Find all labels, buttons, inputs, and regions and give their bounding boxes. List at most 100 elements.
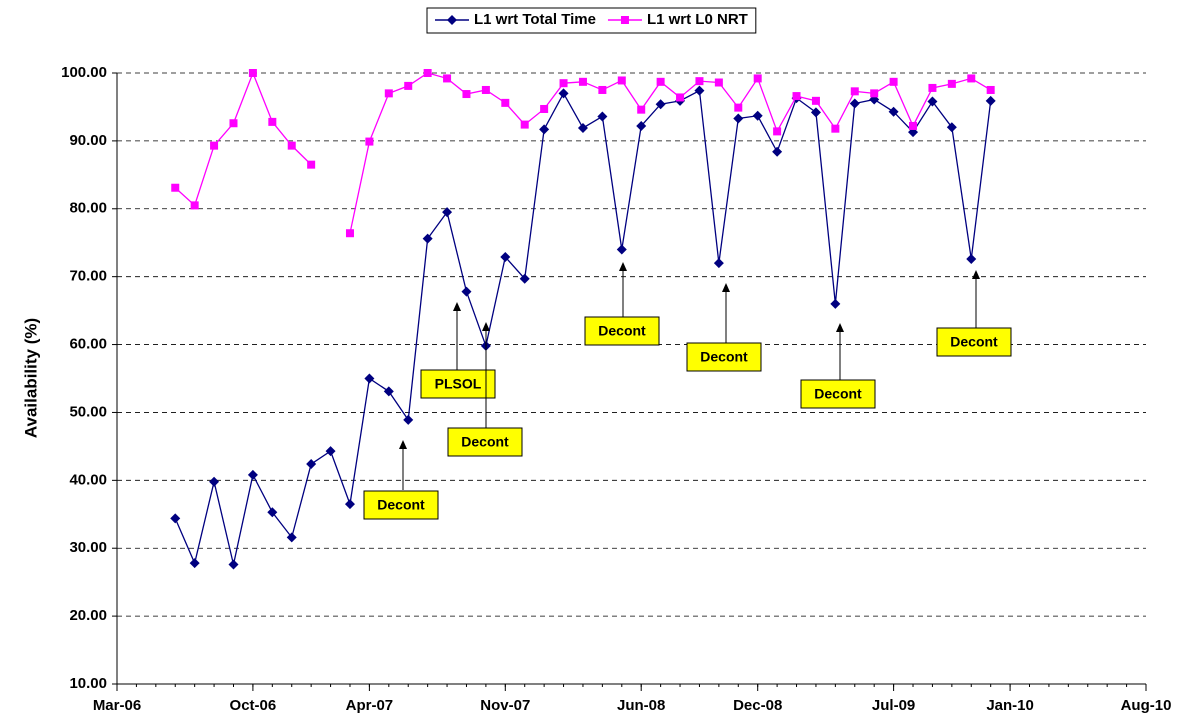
marker: [540, 104, 549, 113]
x-tick-label: Apr-07: [346, 697, 394, 714]
marker: [519, 273, 530, 284]
annotation-text: PLSOL: [435, 376, 482, 392]
y-tick-label: 80.00: [69, 200, 107, 217]
annotation-text: Decont: [814, 386, 862, 402]
marker: [831, 124, 840, 133]
marker: [501, 98, 510, 107]
legend-marker: [620, 16, 629, 24]
y-tick-label: 100.00: [61, 64, 107, 81]
marker: [986, 85, 995, 94]
marker: [383, 386, 394, 397]
marker: [830, 298, 841, 309]
y-tick-label: 10.00: [69, 675, 107, 692]
marker: [733, 113, 744, 124]
marker: [985, 95, 996, 106]
annotation-box: [363, 490, 439, 520]
annotation-arrowhead: [399, 440, 407, 449]
annotation-box: [584, 316, 660, 346]
marker: [752, 110, 763, 121]
annotation-arrowhead: [836, 323, 844, 332]
annotation-box: [936, 327, 1012, 357]
marker: [520, 120, 529, 129]
annotation-text: Decont: [461, 434, 509, 450]
marker: [849, 98, 860, 109]
marker: [267, 507, 278, 518]
marker: [559, 79, 568, 88]
y-axis-label: Availability (%): [21, 318, 40, 438]
marker: [734, 103, 743, 112]
marker: [714, 78, 723, 87]
marker: [773, 127, 782, 136]
marker: [655, 99, 666, 110]
marker: [947, 79, 956, 88]
series-line: [174, 71, 992, 234]
marker: [909, 121, 918, 130]
annotation-arrowhead: [453, 302, 461, 311]
marker: [928, 83, 937, 92]
marker: [365, 137, 374, 146]
marker: [403, 414, 414, 425]
marker: [287, 141, 296, 150]
marker: [384, 89, 393, 98]
annotation-arrowhead: [722, 283, 730, 292]
annotation-box: [447, 427, 523, 457]
marker: [927, 96, 938, 107]
marker: [810, 107, 821, 118]
y-tick-label: 90.00: [69, 132, 107, 149]
marker: [889, 77, 898, 86]
marker: [637, 105, 646, 114]
marker: [636, 120, 647, 131]
marker: [209, 476, 220, 487]
marker: [850, 87, 859, 96]
marker: [870, 89, 879, 98]
marker: [695, 77, 704, 86]
marker: [422, 233, 433, 244]
marker: [772, 146, 783, 157]
marker: [753, 74, 762, 83]
marker: [713, 258, 724, 269]
y-tick-label: 30.00: [69, 539, 107, 556]
marker: [364, 373, 375, 384]
marker: [171, 183, 180, 192]
marker: [597, 111, 608, 122]
marker: [577, 122, 588, 133]
y-tick-label: 70.00: [69, 268, 107, 285]
x-tick-label: Jul-09: [872, 697, 915, 714]
marker: [423, 69, 432, 77]
marker: [888, 106, 899, 117]
marker: [694, 85, 705, 96]
x-tick-label: Aug-10: [1121, 697, 1172, 714]
marker: [578, 77, 587, 86]
marker: [656, 77, 665, 86]
marker: [170, 513, 181, 524]
marker: [306, 459, 317, 470]
legend-marker: [447, 15, 457, 25]
marker: [792, 92, 801, 101]
x-tick-label: Mar-06: [93, 697, 141, 714]
marker: [210, 141, 219, 150]
annotation-text: Decont: [377, 497, 425, 513]
marker: [617, 76, 626, 85]
marker: [229, 119, 238, 128]
annotation-text: Decont: [700, 349, 748, 365]
x-tick-label: Jan-10: [986, 697, 1034, 714]
legend-label: L1 wrt L0 NRT: [647, 11, 748, 28]
marker: [616, 244, 627, 255]
marker: [966, 254, 977, 265]
marker: [268, 117, 277, 126]
legend-box: [426, 7, 757, 34]
legend-label: L1 wrt Total Time: [474, 11, 596, 28]
annotation-arrowhead: [482, 322, 490, 331]
marker: [598, 85, 607, 94]
x-tick-label: Oct-06: [230, 697, 277, 714]
annotation-text: Decont: [950, 334, 998, 350]
x-tick-label: Jun-08: [617, 697, 665, 714]
marker: [539, 124, 550, 135]
marker: [811, 96, 820, 105]
marker: [404, 81, 413, 90]
x-tick-label: Dec-08: [733, 697, 782, 714]
marker: [442, 207, 453, 218]
annotation-box: [800, 379, 876, 409]
marker: [443, 74, 452, 83]
